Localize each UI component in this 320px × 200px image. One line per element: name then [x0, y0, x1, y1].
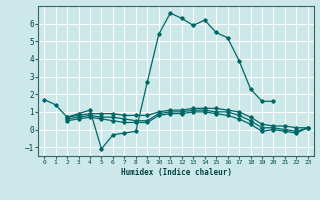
X-axis label: Humidex (Indice chaleur): Humidex (Indice chaleur): [121, 168, 231, 177]
